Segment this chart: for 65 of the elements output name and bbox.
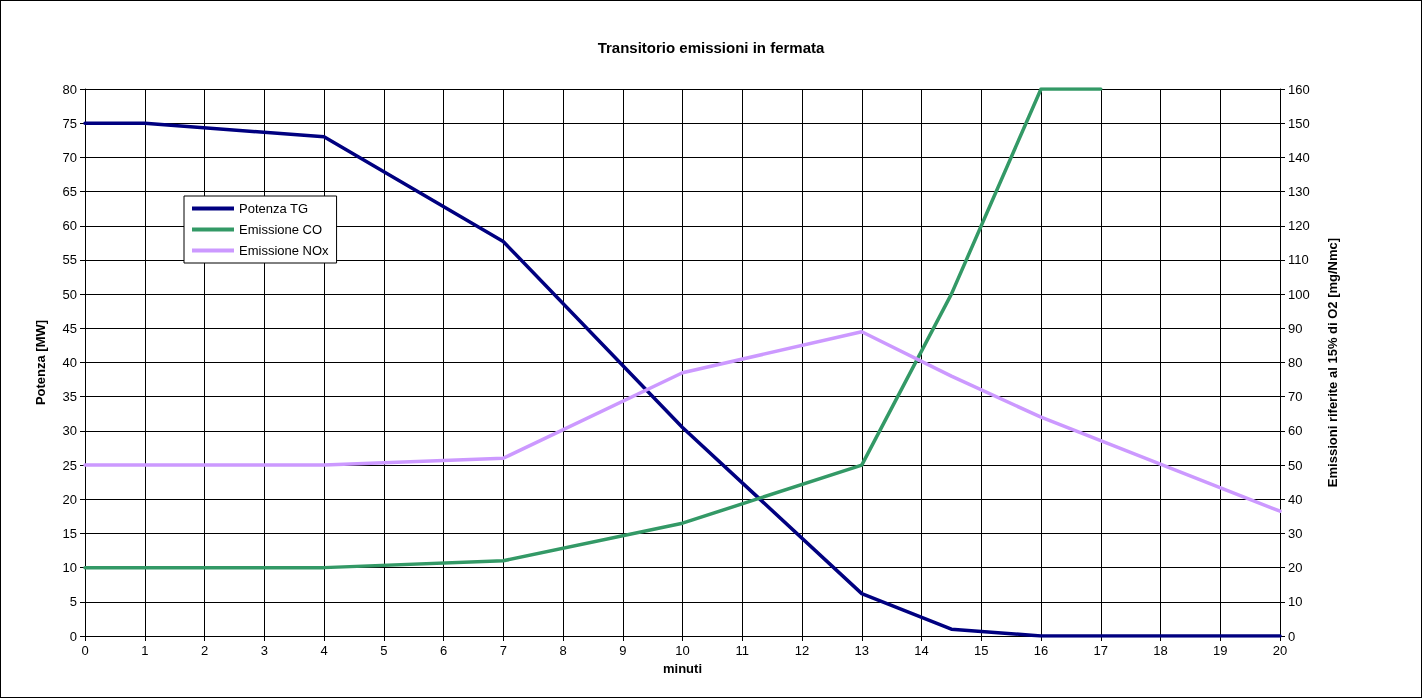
x-tick-label: 18 bbox=[1153, 643, 1168, 658]
y2-tick-label: 50 bbox=[1288, 457, 1303, 473]
y2-tick-label: 100 bbox=[1288, 286, 1310, 302]
y-tick-label: 70 bbox=[62, 149, 77, 165]
y-tick-label: 80 bbox=[62, 81, 77, 97]
y2-tick-label: 70 bbox=[1288, 389, 1303, 405]
legend-label: Emissione NOx bbox=[239, 243, 330, 258]
y-tick-label: 0 bbox=[69, 628, 77, 644]
y2-tick-label: 110 bbox=[1288, 252, 1309, 268]
y-tick-label: 45 bbox=[62, 320, 77, 336]
y-tick-label: 35 bbox=[62, 389, 77, 405]
y-tick-label: 40 bbox=[62, 355, 77, 370]
x-tick-label: 7 bbox=[499, 643, 507, 658]
y2-tick-label: 140 bbox=[1288, 149, 1310, 165]
x-tick-label: 11 bbox=[735, 643, 749, 658]
x-tick-label: 2 bbox=[200, 643, 209, 658]
y2-axis-title: Emissioni riferite al 15% di O2 [mg/Nmc] bbox=[1325, 237, 1340, 488]
y2-tick-label: 60 bbox=[1288, 423, 1303, 439]
x-tick-label: 14 bbox=[914, 643, 929, 658]
y2-tick-label: 120 bbox=[1288, 218, 1310, 234]
x-tick-label: 9 bbox=[619, 643, 627, 658]
y2-tick-label: 40 bbox=[1288, 491, 1303, 507]
line-series bbox=[83, 87, 1103, 570]
y-tick-label: 55 bbox=[62, 252, 77, 268]
y-axis-title: Potenza [MW] bbox=[33, 319, 48, 406]
y-tick-label: 5 bbox=[69, 594, 77, 610]
x-tick-label: 12 bbox=[794, 643, 810, 658]
y2-tick-label: 20 bbox=[1288, 560, 1303, 576]
x-tick-label: 1 bbox=[141, 643, 149, 658]
y2-tick-label: 80 bbox=[1288, 355, 1303, 370]
x-tick-label: 0 bbox=[81, 643, 89, 658]
x-tick-label: 16 bbox=[1033, 643, 1049, 658]
x-tick-label: 17 bbox=[1093, 643, 1108, 658]
x-tick-label: 4 bbox=[320, 643, 328, 658]
y2-tick-label: 10 bbox=[1288, 594, 1303, 610]
y2-tick-label: 30 bbox=[1288, 525, 1303, 541]
y-tick-label: 25 bbox=[62, 457, 77, 473]
x-tick-label: 3 bbox=[260, 643, 268, 658]
x-tick-label: 19 bbox=[1213, 643, 1228, 658]
x-tick-label: 5 bbox=[380, 643, 388, 658]
y2-tick-label: 160 bbox=[1288, 81, 1310, 97]
y-tick-label: 65 bbox=[62, 184, 77, 200]
y2-tick-label: 0 bbox=[1288, 628, 1296, 644]
x-tick-label: 15 bbox=[974, 643, 989, 658]
y-tick-label: 15 bbox=[62, 525, 77, 541]
chart-title: Transitorio emissioni in fermata bbox=[597, 39, 826, 56]
legend-label: Potenza TG bbox=[239, 201, 309, 216]
y-tick-label: 75 bbox=[62, 115, 77, 131]
y-tick-label: 10 bbox=[62, 560, 77, 576]
x-tick-label: 10 bbox=[675, 643, 690, 658]
y-tick-label: 20 bbox=[62, 491, 77, 507]
x-tick-label: 6 bbox=[439, 643, 448, 658]
line-series bbox=[83, 121, 1282, 638]
x-tick-label: 20 bbox=[1272, 643, 1288, 658]
x-tick-label: 13 bbox=[854, 643, 869, 658]
y-tick-label: 50 bbox=[62, 286, 77, 302]
x-tick-label: 8 bbox=[559, 643, 567, 658]
y-tick-label: 30 bbox=[62, 423, 77, 439]
y2-tick-label: 130 bbox=[1288, 184, 1310, 200]
y2-tick-label: 150 bbox=[1288, 115, 1310, 131]
legend-label: Emissione CO bbox=[239, 222, 323, 237]
x-axis-title: minuti bbox=[663, 661, 702, 676]
line-series bbox=[83, 329, 1282, 513]
y-tick-label: 60 bbox=[62, 218, 77, 234]
y2-tick-label: 90 bbox=[1288, 320, 1303, 336]
